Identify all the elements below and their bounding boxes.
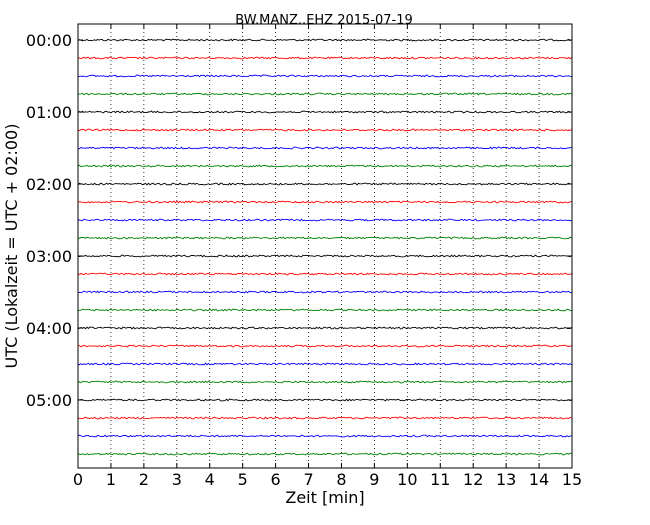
x-tick-label: 8 [336,470,346,489]
x-tick-label: 13 [496,470,516,489]
grid-lines [110,24,540,468]
x-tick-label: 15 [562,470,582,489]
trace-line [77,146,572,150]
trace-line [77,272,572,276]
trace-line [77,110,572,114]
trace-line [77,164,572,168]
y-tick-label: 01:00 [26,103,72,122]
x-tick-label: 5 [238,470,248,489]
trace-line [77,326,572,330]
trace-line [77,56,572,60]
trace-line [77,398,572,402]
x-tick-label: 14 [529,470,549,489]
x-axis-title: Zeit [min] [285,488,364,507]
trace-lines [77,38,572,456]
trace-line [77,200,572,204]
x-tick-label: 6 [271,470,281,489]
x-tick-label: 3 [172,470,182,489]
trace-line [77,92,572,96]
x-tick-label: 12 [463,470,483,489]
plot-frame [77,23,573,469]
x-tick-label: 2 [139,470,149,489]
trace-line [77,434,572,438]
trace-line [77,452,572,456]
y-tick-label: 05:00 [26,391,72,410]
y-axis-title: UTC (Lokalzeit = UTC + 02:00) [2,124,21,369]
y-tick-label: 03:00 [26,247,72,266]
y-tick-label: 04:00 [26,319,72,338]
trace-line [77,74,572,78]
axis-ticks [77,24,573,468]
y-tick-label: 02:00 [26,175,72,194]
y-tick-label: 00:00 [26,31,72,50]
x-tick-label: 11 [430,470,450,489]
trace-line [77,182,572,186]
x-tick-label: 9 [369,470,379,489]
x-tick-label: 4 [205,470,215,489]
x-tick-label: 7 [303,470,313,489]
trace-line [77,308,572,312]
tick-labels: 0 1 2 3 4 5 6 7 8 9 10 11 12 13 14 1500:0001:0002:0003:… [26,31,582,489]
trace-line [77,344,572,348]
trace-line [77,218,572,222]
x-tick-label: 0 [73,470,83,489]
trace-line [77,380,572,384]
trace-line [77,128,572,132]
x-tick-label: 10 [397,470,417,489]
trace-line [77,254,572,258]
x-tick-label: 1 [106,470,116,489]
trace-line [77,362,572,366]
chart-title: BW.MANZ..EHZ 2015-07-19 [235,13,413,28]
trace-line [77,236,572,240]
trace-line [77,38,572,42]
trace-line [77,416,572,420]
trace-line [77,290,572,294]
